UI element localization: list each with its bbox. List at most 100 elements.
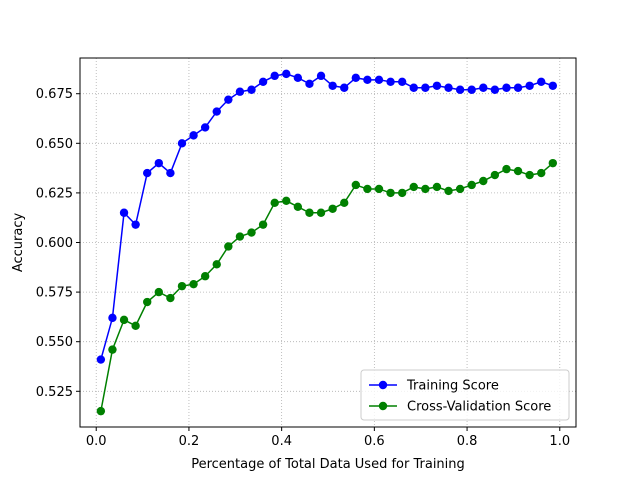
data-point [189,131,198,140]
data-point [386,77,395,87]
data-point [351,73,361,83]
series-group [96,69,558,364]
data-point [258,77,268,87]
x-tick-label: 1.0 [549,434,570,449]
data-point [467,85,476,94]
x-tick-label: 0.0 [86,434,107,449]
y-tick-label: 0.600 [36,236,73,251]
data-point [305,208,314,217]
series-line [100,162,554,412]
data-point [537,168,546,178]
data-point [432,182,442,192]
data-point [200,272,210,281]
data-point [282,69,291,79]
data-point [154,287,164,297]
data-point [166,293,175,303]
data-point [108,313,117,323]
x-tick-label: 0.4 [271,434,292,449]
data-point [108,345,117,354]
series-group [96,158,558,416]
data-point [177,281,187,291]
data-point [444,83,453,92]
y-tick-label: 0.675 [36,87,73,102]
data-point [189,279,198,289]
y-axis-label: Accuracy [11,213,26,273]
data-point [548,81,558,90]
data-point [96,355,106,364]
data-point [131,321,140,331]
data-point [293,202,303,211]
data-point [537,77,546,87]
data-point [293,73,303,83]
data-point [328,204,337,213]
legend-marker [378,401,388,411]
data-point [282,196,291,206]
data-point [224,95,233,104]
data-point [131,220,140,229]
data-point [247,228,256,237]
data-point [490,85,500,94]
data-point [409,182,418,192]
axis-ticks: 0.0 0.2 0.4 0.6 0.8 1.0 0.525 0.550 0.575 0.600 0.… [36,87,570,449]
data-point [270,71,279,81]
series-line [100,73,554,360]
data-point [513,166,523,176]
data-point [143,297,152,307]
data-point [328,81,337,90]
data-point [479,176,488,186]
data-point [316,208,326,217]
data-point [421,83,430,92]
legend-label: Cross-Validation Score [407,400,551,415]
data-point [119,315,129,325]
data-point [363,184,372,194]
data-point [397,188,407,198]
data-point [166,168,175,178]
data-point [363,75,372,85]
data-point [143,168,152,178]
data-point [212,260,221,269]
x-tick-label: 0.6 [364,434,385,449]
data-point [479,83,488,92]
legend: Training Score Cross-Validation Score [360,369,570,421]
data-point [397,77,407,87]
data-point [374,184,384,194]
data-point [316,71,326,81]
data-point [502,164,511,174]
data-point [154,158,164,168]
data-point [200,123,210,132]
data-point [247,85,256,94]
data-point [235,87,245,96]
data-point [548,158,558,168]
legend-marker [378,380,388,390]
series-layer [96,69,558,416]
data-point [224,242,233,251]
x-tick-label: 0.2 [179,434,200,449]
data-point [270,198,279,208]
x-axis-label: Percentage of Total Data Used for Traini… [191,457,465,472]
x-tick-label: 0.8 [457,434,478,449]
data-point [467,180,476,190]
data-point [490,170,500,180]
data-point [444,186,453,196]
data-point [409,83,418,92]
data-point [351,180,361,190]
data-point [212,107,221,116]
data-point [386,188,395,198]
y-tick-label: 0.625 [36,186,73,201]
data-point [525,81,534,90]
data-point [502,83,511,92]
data-point [235,232,245,241]
data-point [455,184,465,194]
data-point [525,170,534,180]
data-point [305,79,314,88]
data-point [258,220,268,229]
data-point [432,81,442,90]
data-point [421,184,430,194]
y-tick-label: 0.575 [36,286,73,301]
data-point [119,208,129,217]
data-point [513,83,523,92]
data-point [455,85,465,94]
y-tick-label: 0.550 [36,335,73,350]
data-point [177,139,187,148]
